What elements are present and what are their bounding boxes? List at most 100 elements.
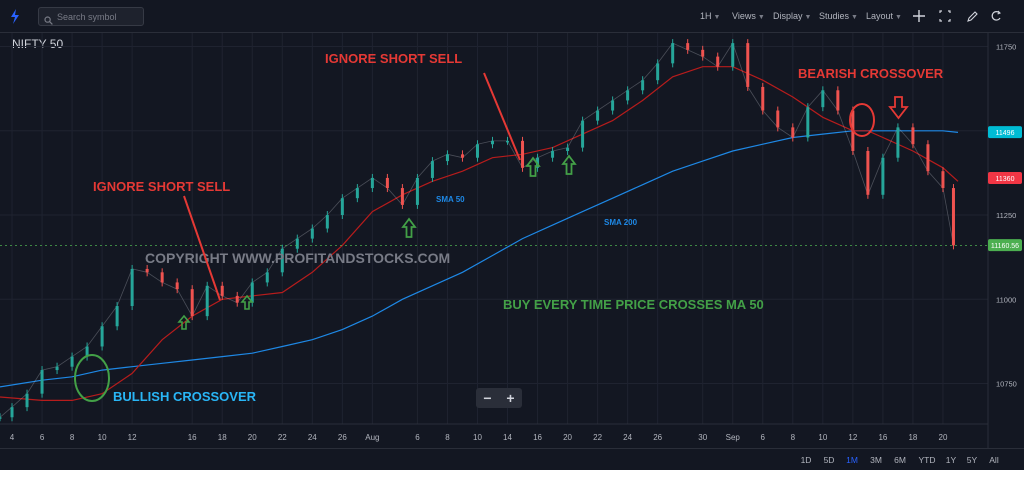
candle-body	[926, 144, 930, 172]
candle-body	[521, 140, 525, 168]
candle-body	[55, 366, 59, 371]
timeframe-all[interactable]: All	[989, 455, 999, 465]
timeframe-1d[interactable]: 1D	[800, 455, 812, 465]
annotation-ignore-short-sell-2: IGNORE SHORT SELL	[325, 51, 462, 66]
zoom-in-button[interactable]: +	[506, 390, 515, 406]
candle-body	[40, 370, 44, 394]
candle-body	[0, 417, 2, 419]
candle-body	[911, 127, 915, 145]
sma50-label: SMA 50	[436, 195, 465, 204]
price-labels: 11496 11360 11160.56	[988, 126, 1022, 252]
sma200-line	[0, 130, 959, 388]
x-tick-label: 8	[70, 433, 75, 442]
sma200-label: SMA 200	[604, 218, 638, 227]
candle-body	[776, 110, 780, 128]
layout-label: Layout	[866, 11, 894, 21]
x-tick-label: 16	[878, 433, 887, 442]
plus-icon[interactable]	[913, 0, 925, 32]
annotation-shapes	[74, 72, 909, 402]
x-tick-label: 8	[445, 433, 450, 442]
candle-body	[100, 326, 104, 347]
candle-body	[415, 177, 419, 205]
candle-body	[340, 198, 344, 216]
views-menu[interactable]: Views ▼	[732, 0, 765, 32]
time-axis: 4 6 8 10 12 16 18 20 22 24 26 Aug 6 8 10 14 16 20 22 24 26 30…	[0, 423, 988, 442]
candle-body	[325, 215, 329, 229]
timeframe-1m[interactable]: 1M	[846, 455, 858, 465]
search-icon	[44, 12, 53, 30]
layout-menu[interactable]: Layout ▼	[866, 0, 902, 32]
timeframe-ytd[interactable]: YTD	[918, 455, 936, 465]
timeframe-3m[interactable]: 3M	[870, 455, 882, 465]
search-box[interactable]	[38, 7, 144, 26]
x-tick-label: 24	[623, 433, 632, 442]
candle-body	[611, 100, 615, 111]
candle-body	[761, 86, 765, 111]
pencil-icon[interactable]	[966, 0, 978, 32]
price-chart[interactable]: 1175011500112501100010750 46810121618202…	[0, 0, 1024, 448]
candle-body	[460, 154, 464, 158]
display-menu[interactable]: Display ▼	[773, 0, 811, 32]
candle-body	[115, 306, 119, 327]
chevron-down-icon: ▼	[757, 14, 765, 21]
studies-menu[interactable]: Studies ▼	[819, 0, 858, 32]
up-arrow-icon	[561, 154, 577, 175]
top-toolbar: 1H▼ Views▼ Display▼ Studies▼ Layout▼	[0, 0, 1024, 33]
candle-body	[506, 140, 510, 143]
candle-body	[716, 56, 720, 67]
x-tick-label: Sep	[726, 433, 741, 442]
candle-body	[160, 272, 164, 283]
candle-body	[430, 161, 434, 178]
zoom-out-button[interactable]: −	[483, 390, 492, 406]
x-tick-label: 22	[593, 433, 602, 442]
x-tick-label: 6	[415, 433, 420, 442]
x-tick-label: 6	[761, 433, 766, 442]
price-label-box	[988, 171, 1022, 184]
lightning-icon[interactable]	[9, 0, 21, 32]
x-tick-label: 26	[338, 433, 347, 442]
price-label-box	[988, 239, 1022, 252]
annotation-bullish-crossover: BULLISH CROSSOVER	[113, 389, 257, 404]
search-input[interactable]	[57, 8, 141, 25]
candle-body	[355, 188, 359, 199]
y-tick-label: 10750	[996, 380, 1017, 389]
chevron-down-icon: ▼	[851, 14, 858, 21]
candle-body	[566, 147, 570, 151]
timeframe-5y[interactable]: 5Y	[966, 455, 978, 465]
annotation-bearish-crossover: BEARISH CROSSOVER	[798, 66, 944, 81]
candle-body	[70, 356, 74, 367]
candle-body	[490, 140, 494, 145]
x-tick-label: 26	[653, 433, 662, 442]
candle-body	[475, 144, 479, 158]
bearish-circle	[849, 103, 875, 137]
timeframe-6m[interactable]: 6M	[894, 455, 906, 465]
timeframe-5d[interactable]: 5D	[823, 455, 835, 465]
price-label-box	[988, 126, 1022, 139]
candle-body	[791, 127, 795, 138]
candle-body	[806, 107, 810, 138]
y-tick-label: 11000	[996, 295, 1016, 304]
candle-body	[626, 90, 630, 101]
x-tick-label: 14	[503, 433, 512, 442]
candle-body	[130, 268, 134, 307]
interval-select[interactable]: 1H ▼	[700, 0, 720, 32]
reload-icon[interactable]	[990, 0, 1002, 32]
candle-body	[190, 289, 194, 317]
symbol-title: NIFTY 50	[12, 37, 64, 51]
x-tick-label: 20	[563, 433, 572, 442]
annotation-ignore-short-sell-1: IGNORE SHORT SELL	[93, 179, 230, 194]
x-tick-label: 18	[218, 433, 227, 442]
candle-body	[701, 49, 705, 57]
down-arrow-icon	[888, 96, 909, 120]
timeframe-1y[interactable]: 1Y	[945, 455, 957, 465]
bullish-circle	[74, 354, 110, 402]
x-tick-label: 10	[473, 433, 482, 442]
x-tick-label: 18	[908, 433, 917, 442]
candle-body	[686, 43, 690, 50]
annotation-buy-rule: BUY EVERY TIME PRICE CROSSES MA 50	[503, 297, 764, 312]
fullscreen-icon[interactable]	[939, 0, 951, 32]
up-arrow-icon	[401, 217, 417, 238]
timeframe-bar: 1D 5D 1M 3M 6M YTD 1Y 5Y All	[0, 448, 1024, 470]
up-arrow-icon	[177, 314, 191, 330]
candle-body	[250, 282, 254, 303]
